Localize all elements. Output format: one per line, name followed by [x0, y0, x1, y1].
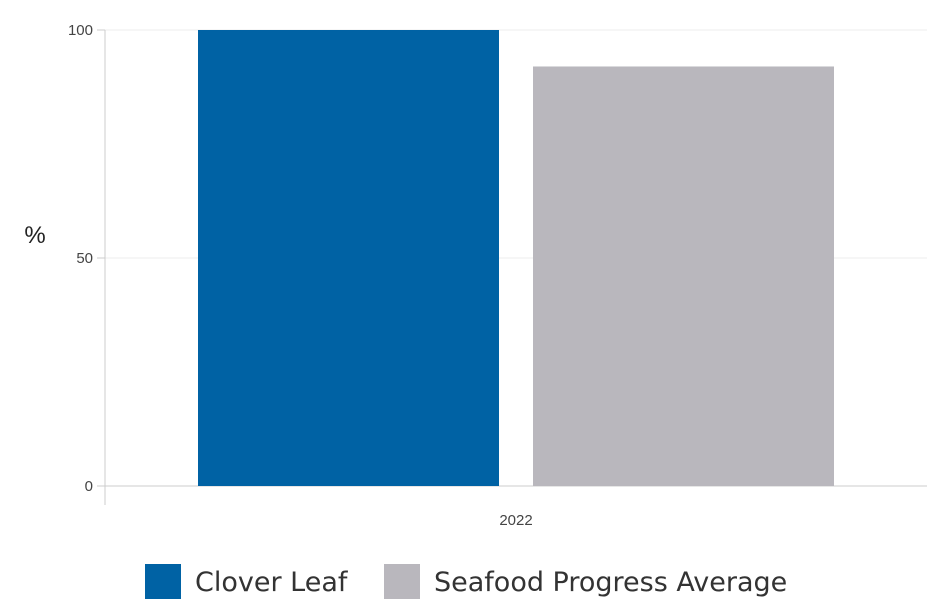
y-tick-label: 100	[68, 22, 93, 39]
legend-label: Seafood Progress Average	[434, 567, 787, 598]
y-axis-label: %	[24, 222, 45, 249]
bar-seafood-progress-average	[533, 66, 834, 486]
legend-label: Clover Leaf	[195, 567, 349, 598]
x-tick-label: 2022	[499, 512, 532, 529]
bars	[198, 30, 834, 486]
y-tick-label: 50	[76, 250, 93, 267]
legend: Clover Leaf Seafood Progress Average	[145, 564, 787, 599]
x-tick-labels: 2022	[499, 512, 532, 529]
y-tick-labels: 0 50 100	[68, 22, 105, 495]
y-tick-label: 0	[85, 478, 93, 495]
bar-clover-leaf	[198, 30, 499, 486]
legend-swatch	[384, 564, 420, 599]
legend-swatch	[145, 564, 181, 599]
